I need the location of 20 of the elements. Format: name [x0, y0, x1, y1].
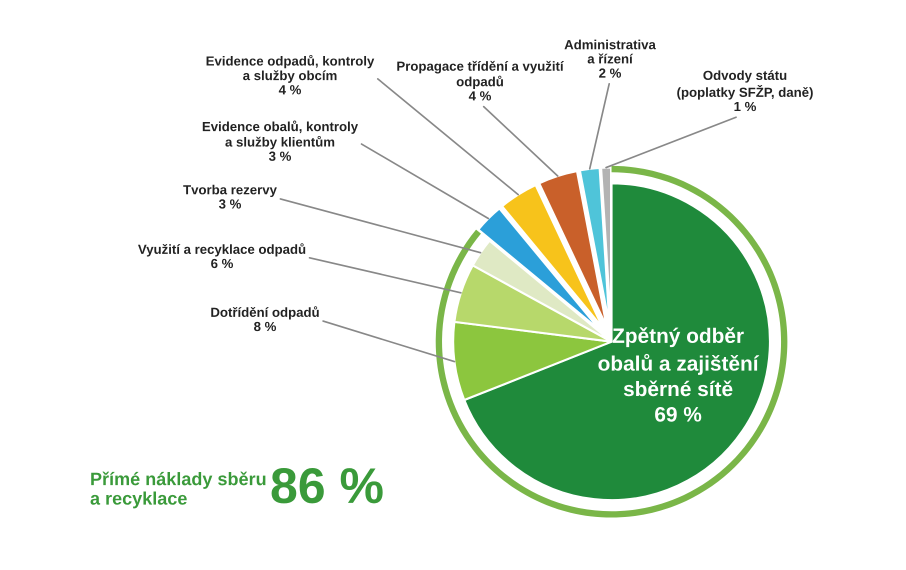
slice-label: Dotřídění odpadů [211, 306, 319, 320]
data-label: 6 % [211, 258, 234, 268]
slice-label: Využití a recyklace odpadů [138, 243, 306, 257]
slice-label: Evidence odpadů, kontroly a služby obcím [206, 54, 374, 83]
text: 86 % [272, 468, 383, 504]
data-label: 1 % [734, 102, 756, 112]
slice-label: Zpětný odběr obalů a zajištění sběrné sítě [598, 327, 760, 396]
slice-label: Evidence obalů, kontroly a služby klientům [202, 120, 358, 150]
text: Přímé náklady sběru a recyklace [90, 472, 266, 508]
data-label: 2 % [599, 68, 622, 78]
slice-label: Odvody státu (poplatky SFŽP, daně) [677, 70, 813, 100]
data-label: 3 % [218, 199, 242, 209]
slice-label: Administrativa a řízení [564, 40, 656, 64]
data-label: 4 % [278, 85, 302, 94]
data-label: 69 % [655, 406, 702, 422]
data-label: 3 % [268, 152, 292, 161]
data-label: 4 % [468, 91, 492, 101]
slice-label: Propagace třídění a využití odpadů [397, 60, 564, 89]
data-label: 8 % [254, 322, 276, 332]
slice-label: Tvorba rezervy [183, 184, 277, 198]
